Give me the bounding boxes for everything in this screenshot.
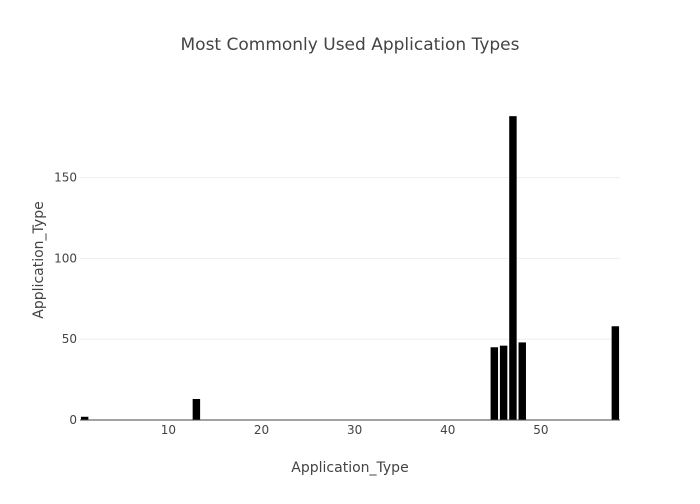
x-tick-label: 20	[254, 423, 269, 437]
y-axis-title: Application_Type	[31, 201, 47, 318]
bar	[611, 326, 620, 420]
x-tick-label: 40	[440, 423, 455, 437]
x-tick-label: 30	[347, 423, 362, 437]
x-tick-label: 10	[161, 423, 176, 437]
bar	[499, 345, 508, 420]
y-tick-label: 50	[62, 332, 77, 346]
chart-title: Most Commonly Used Application Types	[181, 35, 520, 55]
x-tick-label: 50	[533, 423, 548, 437]
y-tick-label: 0	[69, 413, 77, 427]
bar	[490, 347, 499, 420]
bar	[192, 398, 201, 420]
x-axis-title: Application_Type	[291, 460, 408, 476]
axes: 0 50 100 150 10 20 30 40 50	[54, 171, 620, 437]
y-tick-label: 150	[54, 171, 77, 185]
gridlines	[80, 177, 620, 340]
bar	[518, 342, 526, 420]
y-tick-label: 100	[54, 251, 77, 265]
bar	[509, 116, 517, 420]
bar	[80, 416, 89, 420]
bars	[80, 116, 620, 420]
